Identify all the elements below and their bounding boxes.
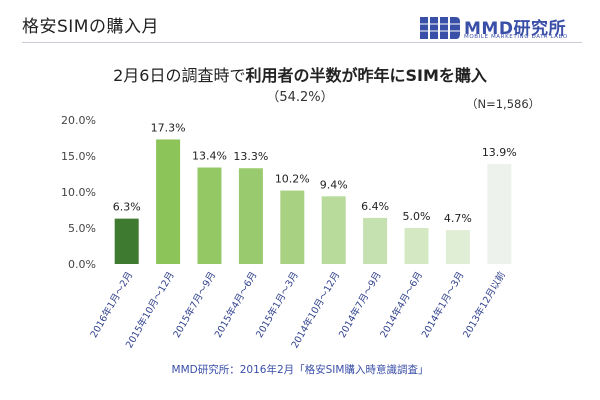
bar (445, 230, 470, 264)
data-label: 4.7% (444, 212, 472, 225)
y-tick-label: 20.0% (61, 114, 96, 127)
y-tick-label: 15.0% (61, 150, 96, 163)
data-label: 13.4% (192, 150, 227, 163)
page-title: 格安SIMの購入月 (22, 17, 159, 37)
y-tick-label: 10.0% (61, 186, 96, 199)
bar (363, 217, 388, 264)
x-tick-label: 2016年1月～2月 (88, 270, 136, 340)
data-label: 6.3% (113, 201, 141, 214)
data-label: 10.2% (275, 173, 310, 186)
bar (238, 168, 263, 264)
data-label: 6.4% (361, 200, 389, 213)
data-label: 9.4% (320, 178, 348, 191)
bar (321, 196, 346, 264)
bar (156, 139, 181, 264)
x-tick-label: 2013年12月以前 (460, 270, 508, 340)
logo: MMD研究所 MOBILE MARKETING DATA LABO (420, 14, 588, 44)
logo-text: MMD研究所 (464, 19, 566, 39)
x-tick-label: 2014年1月～3月 (419, 270, 467, 340)
headline-prefix: 2月6日の調査時で (113, 66, 246, 85)
bar (197, 167, 222, 264)
x-tick-label: 2015年1月～3月 (253, 270, 301, 340)
title-divider (22, 42, 582, 43)
data-label: 13.3% (233, 150, 268, 163)
logo-mark-icon (420, 17, 460, 39)
data-label: 13.9% (482, 146, 517, 159)
x-tick-label: 2015年7月～9月 (171, 270, 219, 340)
y-tick-label: 0.0% (68, 258, 96, 271)
data-label: 17.3% (151, 121, 186, 134)
x-tick-label: 2015年4月～6月 (212, 270, 260, 340)
bar (280, 190, 305, 264)
x-tick-label: 2014年4月～6月 (378, 270, 426, 340)
sample-size: （N=1,586） (466, 97, 541, 111)
bar (114, 218, 139, 264)
bar (487, 163, 512, 264)
headline: 2月6日の調査時で利用者の半数が昨年にSIMを購入 (0, 62, 600, 86)
x-tick-label: 2014年7月～9月 (336, 270, 384, 340)
logo-subtext: MOBILE MARKETING DATA LABO (464, 34, 568, 40)
headline-percentage: （54.2%） (266, 90, 334, 105)
headline-bold: 利用者の半数が昨年にSIMを購入 (245, 66, 487, 85)
data-label: 5.0% (403, 210, 431, 223)
bar (404, 228, 429, 264)
y-tick-label: 5.0% (68, 222, 96, 235)
source-note: MMD研究所：2016年2月「格安SIM購入時意識調査」 (171, 364, 429, 376)
